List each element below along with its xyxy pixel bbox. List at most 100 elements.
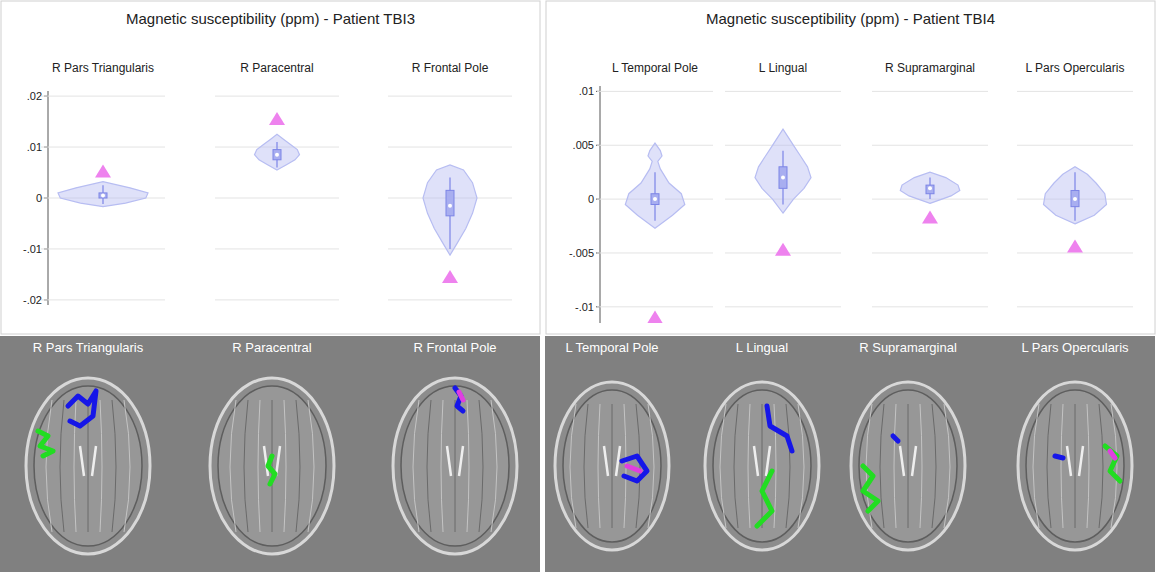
chart-title: Magnetic susceptibility (ppm) - Patient … <box>706 10 995 27</box>
image-label: R Pars Triangularis <box>33 340 144 355</box>
image-label: L Lingual <box>736 340 788 355</box>
brain-slice <box>26 378 150 554</box>
median <box>101 193 105 197</box>
brain-texture <box>932 404 936 528</box>
patient-marker <box>442 270 458 283</box>
box <box>273 150 281 160</box>
median <box>448 204 452 208</box>
patient-marker <box>647 311 663 323</box>
median <box>653 197 657 201</box>
box <box>651 194 659 205</box>
violin <box>755 129 811 213</box>
grid-line <box>1017 306 1133 307</box>
grid-line <box>725 91 841 92</box>
region-overlay <box>459 392 463 400</box>
brain-texture <box>441 400 443 532</box>
brain-texture <box>467 400 469 532</box>
figure: Magnetic susceptibility (ppm) - Patient … <box>0 0 1157 572</box>
brain-texture <box>244 400 248 532</box>
box <box>1071 190 1079 206</box>
region-overlay <box>627 466 640 471</box>
region-overlay <box>622 456 647 481</box>
grid-line <box>872 252 988 253</box>
region-overlay <box>1110 451 1115 458</box>
image-background <box>545 336 1155 572</box>
brain-texture <box>1047 404 1051 528</box>
grid-line <box>597 306 713 307</box>
panel-frame <box>546 1 1155 334</box>
panel: Magnetic susceptibility (ppm) - Patient … <box>546 1 1155 334</box>
box <box>99 193 107 198</box>
grid-line <box>872 91 988 92</box>
brain-texture <box>920 404 922 528</box>
brain-slice <box>393 378 517 554</box>
region-overlay <box>268 456 275 484</box>
brain-texture <box>100 400 102 532</box>
tick-label: -.01 <box>23 243 42 255</box>
median <box>1073 197 1077 201</box>
brain-slice <box>1018 382 1132 550</box>
patient-marker <box>1067 240 1083 253</box>
grid-line <box>388 96 512 97</box>
brain-texture <box>1087 404 1089 528</box>
tick-label: .01 <box>579 85 594 97</box>
violin <box>58 182 148 207</box>
region-overlay <box>1105 446 1120 481</box>
grid-line <box>41 299 165 300</box>
brain-texture <box>296 400 300 532</box>
grid-line <box>215 248 339 249</box>
brain-texture <box>1033 404 1039 528</box>
box <box>779 167 787 189</box>
brain-tissue <box>859 390 957 542</box>
grid-line <box>41 248 165 249</box>
tick-label: -.02 <box>23 294 42 306</box>
brain-texture <box>112 400 116 532</box>
tick-label: -.01 <box>575 301 594 313</box>
brain-slice <box>851 382 965 550</box>
grid-line <box>1017 252 1133 253</box>
violin <box>423 165 477 255</box>
brain-texture <box>734 404 738 528</box>
ventricle <box>1067 446 1083 476</box>
brain-texture <box>762 404 763 528</box>
category-title: L Lingual <box>759 61 807 75</box>
brain-slice <box>705 382 819 550</box>
panel: Magnetic susceptibility (ppm) - Patient … <box>1 1 540 334</box>
violin <box>900 172 960 203</box>
chart-title: Magnetic susceptibility (ppm) - Patient … <box>126 10 415 27</box>
brain-texture <box>272 400 273 532</box>
grid-line <box>388 147 512 148</box>
region-overlay <box>893 436 898 441</box>
ventricle <box>80 446 96 476</box>
brain-tissue <box>401 386 509 546</box>
category-title: R Frontal Pole <box>412 61 489 75</box>
patient-marker <box>775 243 791 256</box>
plot-area <box>625 129 1106 323</box>
panel-frame <box>1 1 540 334</box>
image-strip: R Pars Triangularis R Paracentral R Fronta… <box>0 336 540 572</box>
brain-texture <box>413 400 419 532</box>
brain-slice <box>210 378 334 554</box>
brain-tissue <box>218 386 326 546</box>
region-overlay <box>863 466 878 511</box>
brain-texture <box>584 404 588 528</box>
grid-line <box>215 96 339 97</box>
category-title: L Pars Opercularis <box>1026 61 1125 75</box>
grid-line <box>597 91 713 92</box>
violin <box>255 134 300 170</box>
brain-texture <box>570 404 576 528</box>
region-overlay <box>455 388 463 411</box>
y-axis <box>600 86 601 323</box>
ventricle <box>447 446 463 476</box>
brain-texture <box>258 400 260 532</box>
grid-line <box>215 198 339 199</box>
image-label: R Frontal Pole <box>413 340 496 355</box>
category-title: R Supramarginal <box>885 61 975 75</box>
grid-line <box>1017 91 1133 92</box>
tick-label: .01 <box>27 141 42 153</box>
brain-texture <box>284 400 286 532</box>
violin <box>625 143 685 228</box>
image-label: R Paracentral <box>232 340 312 355</box>
brain-tissue <box>563 390 661 542</box>
ventricle <box>754 446 770 476</box>
